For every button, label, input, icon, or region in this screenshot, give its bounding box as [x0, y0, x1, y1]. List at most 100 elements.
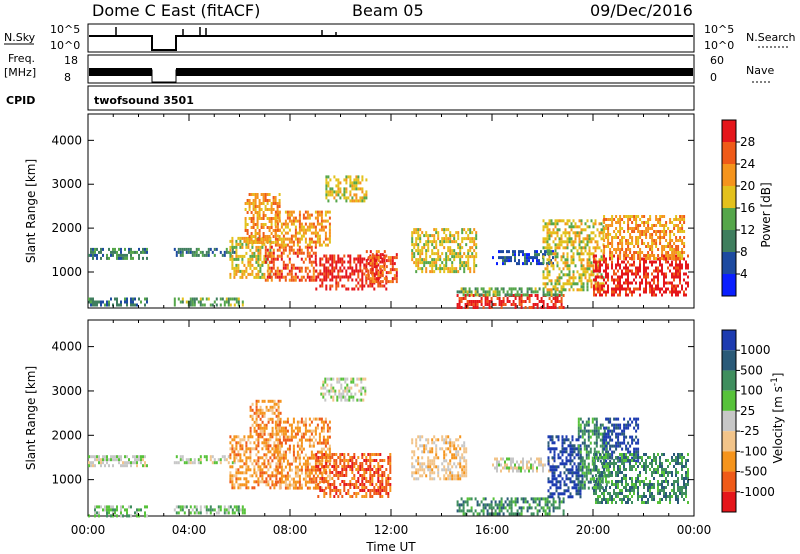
velocity-cell: [357, 486, 360, 489]
power-cell: [550, 246, 553, 250]
power-cell: [272, 241, 275, 244]
power-cell: [592, 225, 595, 229]
velocity-cell: [458, 509, 461, 513]
power-cell: [560, 288, 563, 292]
velocity-cell: [292, 429, 295, 433]
power-cell: [181, 253, 184, 257]
velocity-cell: [326, 435, 329, 439]
velocity-cell: [319, 489, 322, 492]
power-cell: [261, 245, 264, 249]
power-cell: [593, 269, 595, 273]
power-cell: [675, 251, 678, 254]
power-cell: [264, 199, 267, 202]
power-cell: [637, 230, 640, 233]
power-cell: [274, 223, 277, 226]
power-cell: [201, 250, 204, 254]
power-cell: [175, 253, 178, 257]
power-cell: [609, 242, 612, 245]
power-cell: [415, 249, 418, 253]
power-cell: [256, 223, 259, 226]
power-cell: [671, 254, 674, 257]
power-cell: [667, 242, 670, 245]
power-cell: [310, 213, 313, 217]
power-cell: [594, 222, 597, 226]
power-cell: [118, 256, 120, 260]
power-cell: [556, 276, 559, 280]
power-cell: [337, 269, 340, 273]
velocity-cell: [181, 508, 184, 512]
velocity-cell: [304, 471, 307, 475]
power-cell: [586, 234, 589, 238]
velocity-cell: [324, 420, 327, 424]
power-cell: [475, 252, 478, 256]
velocity-cell: [349, 486, 352, 489]
velocity-cell: [325, 492, 328, 495]
power-cell: [536, 294, 539, 297]
power-cell: [245, 266, 248, 270]
power-cell: [288, 237, 291, 241]
velocity-cell: [177, 511, 180, 515]
power-cell: [235, 248, 238, 252]
power-cell: [675, 254, 677, 258]
velocity-cell: [298, 477, 301, 481]
power-cell: [451, 261, 454, 265]
velocity-cell: [320, 462, 323, 466]
power-cell: [476, 290, 479, 294]
velocity-cell: [122, 505, 124, 509]
velocity-cell: [431, 438, 434, 442]
velocity-cell: [241, 505, 244, 509]
power-cell: [679, 257, 682, 260]
power-cell: [235, 266, 238, 270]
power-cell: [325, 175, 328, 179]
velocity-cell: [279, 417, 282, 421]
velocity-cell: [90, 461, 92, 465]
power-cell: [413, 231, 416, 235]
power-cell: [337, 190, 340, 194]
velocity-cell: [239, 486, 242, 490]
power-cell: [300, 278, 303, 282]
velocity-cell: [346, 377, 349, 381]
velocity-cell: [335, 453, 338, 456]
velocity-cell: [347, 462, 350, 465]
power-cell: [659, 242, 662, 245]
power-cell: [661, 293, 663, 297]
power-cell: [506, 250, 508, 254]
velocity-cell: [108, 511, 110, 515]
power-cell: [488, 287, 491, 291]
velocity-cell: [363, 459, 366, 462]
velocity-cell: [522, 500, 525, 504]
velocity-cell: [385, 480, 388, 483]
velocity-cell: [331, 471, 334, 474]
velocity-cell: [278, 429, 281, 433]
power-cell: [671, 272, 673, 276]
power-cell: [229, 303, 232, 307]
power-cell: [241, 303, 244, 307]
velocity-cell: [389, 453, 392, 456]
velocity-cell: [351, 462, 354, 465]
power-cell: [381, 253, 384, 257]
power-cell: [671, 287, 673, 291]
velocity-cell: [251, 414, 254, 418]
power-cell: [138, 247, 140, 251]
power-cell: [419, 267, 422, 271]
power-cell: [669, 290, 671, 294]
power-cell: [325, 187, 328, 191]
power-cell: [677, 284, 679, 288]
velocity-cell: [140, 461, 142, 465]
power-cell: [605, 290, 607, 294]
power-cell: [550, 250, 552, 254]
power-cell: [335, 287, 338, 291]
power-cell: [685, 293, 687, 297]
nsky-label: N.Sky: [4, 31, 36, 44]
power-cell: [423, 261, 426, 265]
power-cell: [685, 263, 687, 267]
velocity-cell: [274, 444, 277, 448]
power-cell: [554, 237, 557, 241]
velocity-cell: [494, 509, 497, 513]
power-cell: [315, 275, 318, 279]
velocity-cell: [261, 429, 264, 433]
power-cell: [637, 245, 640, 248]
power-cell: [455, 240, 458, 244]
power-cell: [602, 237, 605, 241]
velocity-cell: [323, 453, 326, 456]
